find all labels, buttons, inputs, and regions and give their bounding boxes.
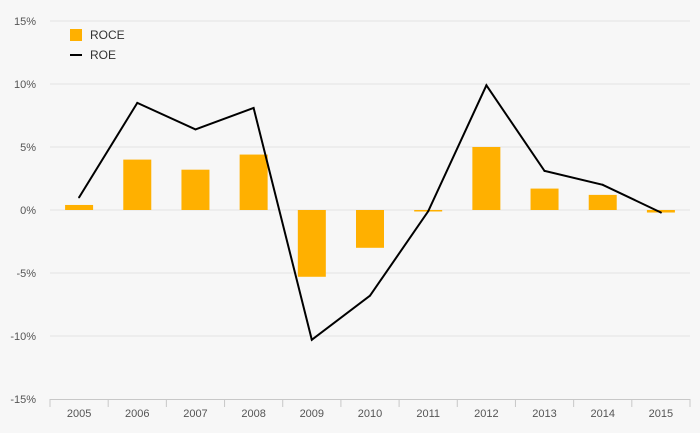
x-tick-label: 2007 (183, 408, 207, 420)
x-tick-label: 2014 (590, 408, 614, 420)
legend-roce-swatch (70, 29, 82, 41)
roe-line-series (78, 83, 662, 342)
y-tick-label: -10% (10, 331, 36, 343)
roce-bar (356, 210, 384, 248)
roe-point (543, 169, 546, 172)
roce-bar (530, 188, 559, 210)
legend: ROCE ROE (70, 28, 125, 62)
roce-bar (123, 159, 152, 210)
x-tick-label: 2009 (300, 408, 324, 420)
y-tick-label: 5% (20, 142, 36, 154)
roe-point (427, 210, 430, 213)
roe-point (310, 338, 313, 341)
roe-point (659, 211, 662, 214)
y-tick-label: 10% (14, 79, 36, 91)
x-tick-label: 2010 (358, 408, 382, 420)
x-tick-label: 2015 (649, 408, 673, 420)
roce-bars (65, 147, 675, 277)
x-axis (49, 399, 691, 407)
y-tick-label: 15% (14, 16, 36, 28)
roce-bar (239, 154, 268, 210)
y-axis-tick-labels: 15% 10% 5% 0% -5% -10% -15% (10, 16, 36, 406)
y-tick-label: -5% (16, 268, 36, 280)
roe-point (136, 101, 139, 104)
x-tick-label: 2006 (125, 408, 149, 420)
x-tick-label: 2008 (241, 408, 265, 420)
roce-bar (646, 210, 675, 213)
roce-bar (181, 169, 210, 210)
roe-point (78, 196, 81, 199)
x-tick-label: 2012 (474, 408, 498, 420)
roe-point (601, 183, 604, 186)
y-tick-label: 0% (20, 205, 36, 217)
roe-point (194, 128, 197, 131)
x-axis-tick-labels: 2005 2006 2007 2008 2009 2010 2011 2012 2013 2014… (67, 408, 673, 420)
roce-bar (297, 210, 326, 277)
roe-point (369, 294, 371, 297)
x-tick-label: 2005 (67, 408, 91, 420)
roe-point (252, 106, 255, 109)
legend-roe-label: ROE (90, 48, 116, 62)
x-tick-label: 2013 (532, 408, 556, 420)
y-tick-label: -15% (10, 394, 36, 406)
gridlines (50, 20, 690, 337)
roce-bar (588, 194, 617, 210)
roce-bar (65, 204, 94, 210)
roce-bar (472, 147, 501, 210)
roe-point (485, 84, 488, 87)
legend-roce-label: ROCE (90, 28, 125, 42)
x-tick-label: 2011 (416, 408, 440, 420)
